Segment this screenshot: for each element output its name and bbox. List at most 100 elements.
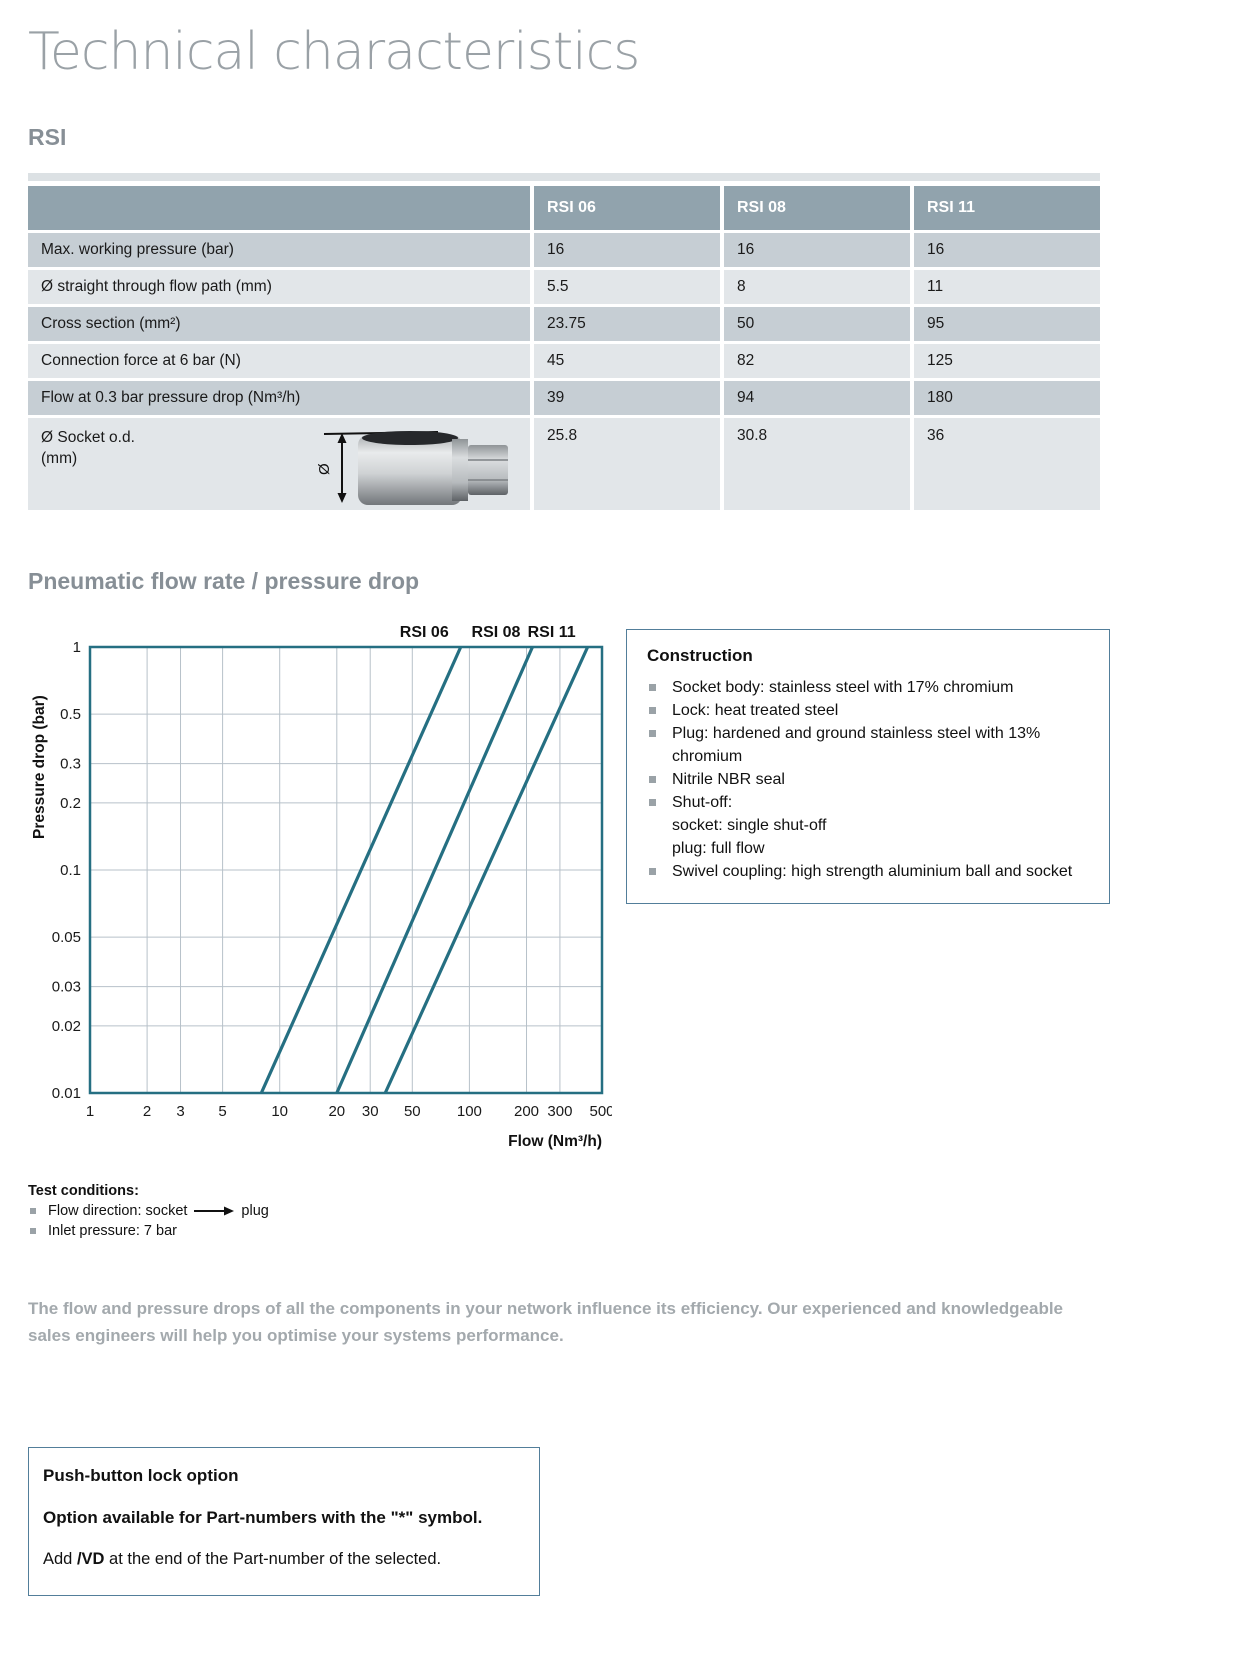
y-tick-label: 0.5 [60, 706, 81, 723]
cell-value: 5.5 [534, 270, 720, 304]
row-label: Flow at 0.3 bar pressure drop (Nm³/h) [28, 381, 530, 415]
flow-direction-target: plug [241, 1203, 269, 1219]
square-bullet-icon [649, 799, 656, 806]
x-tick-label: 1 [86, 1103, 94, 1120]
y-tick-label: 0.2 [60, 795, 81, 812]
list-item: Socket body: stainless steel with 17% ch… [647, 676, 1091, 699]
x-tick-label: 200 [514, 1103, 539, 1120]
cell-value: 45 [534, 344, 720, 378]
x-axis-title: Flow (Nm³/h) [508, 1133, 602, 1150]
list-item: Shut-off: [647, 791, 1091, 814]
test-conditions-title: Test conditions: [28, 1183, 139, 1199]
cell-value: 94 [724, 381, 910, 415]
square-bullet-icon [649, 684, 656, 691]
series-label: RSI 11 [528, 624, 576, 641]
plot-border [88, 645, 604, 1095]
series-line-rsi-11 [383, 646, 590, 1094]
series-line-rsi-08 [335, 646, 534, 1094]
spec-table: RSI 06 RSI 08 RSI 11 Max. working pressu… [28, 173, 1100, 510]
socket-photo: Ø [316, 431, 508, 505]
list-item: Plug: hardened and ground stainless stee… [647, 722, 1091, 768]
socket-figure: Ø [316, 427, 516, 507]
y-tick-label: 0.05 [52, 929, 81, 946]
list-item-text: Lock: heat treated steel [672, 702, 839, 719]
efficiency-note: The flow and pressure drops of all the c… [28, 1299, 1064, 1345]
push-box-line2: Add /VD at the end of the Part-number of… [43, 1550, 519, 1569]
x-tick-label: 5 [218, 1103, 226, 1120]
x-tick-label: 300 [547, 1103, 572, 1120]
square-bullet-icon [30, 1208, 36, 1214]
x-tick-label: 10 [271, 1103, 288, 1120]
list-item-text: Shut-off: [672, 794, 733, 811]
x-tick-label: 500 [589, 1103, 612, 1120]
construction-list: Socket body: stainless steel with 17% ch… [647, 676, 1091, 883]
cell-value: 180 [914, 381, 1100, 415]
x-tick-label: 2 [143, 1103, 151, 1120]
list-item-text: Socket body: stainless steel with 17% ch… [672, 679, 1014, 696]
cell-value: 36 [914, 418, 1100, 510]
push-box-line2-code: /VD [76, 1550, 105, 1568]
cell-value: 50 [724, 307, 910, 341]
cell-value: 16 [534, 233, 720, 267]
x-tick-label: 3 [176, 1103, 184, 1120]
y-tick-label: 0.1 [60, 862, 81, 879]
list-item: Lock: heat treated steel [647, 699, 1091, 722]
row-label: Max. working pressure (bar) [28, 233, 530, 267]
diameter-symbol: Ø [316, 463, 333, 475]
x-tick-label: 50 [404, 1103, 421, 1120]
table-header-rsi06: RSI 06 [534, 186, 720, 230]
table-header-empty [28, 186, 530, 230]
list-item: Swivel coupling: high strength aluminium… [647, 860, 1091, 883]
cell-value: 95 [914, 307, 1100, 341]
y-tick-label: 1 [73, 639, 81, 656]
list-item-text: Swivel coupling: high strength aluminium… [672, 863, 1073, 880]
cell-value: 8 [724, 270, 910, 304]
square-bullet-icon [649, 707, 656, 714]
cell-value: 39 [534, 381, 720, 415]
cell-value: 11 [914, 270, 1100, 304]
y-tick-label: 0.02 [52, 1018, 81, 1035]
list-item: plug: full flow [647, 837, 1091, 860]
row-label: Ø Socket o.d. [41, 429, 135, 446]
cell-value: 16 [724, 233, 910, 267]
cell-value: 25.8 [534, 418, 720, 510]
list-item: Flow direction: socket plug [28, 1203, 1233, 1219]
cell-value: 82 [724, 344, 910, 378]
x-tick-label: 30 [362, 1103, 379, 1120]
list-item-text: Plug: hardened and ground stainless stee… [672, 725, 1041, 765]
push-box-title: Push-button lock option [43, 1466, 239, 1485]
page-title: Technical characteristics [28, 22, 640, 82]
series-line-rsi-06 [259, 646, 463, 1094]
y-tick-label: 0.03 [52, 979, 81, 996]
list-item: Inlet pressure: 7 bar [28, 1223, 1233, 1239]
row-label: Connection force at 6 bar (N) [28, 344, 530, 378]
push-button-lock-box: Push-button lock option Option available… [28, 1447, 540, 1596]
table-header-rsi08: RSI 08 [724, 186, 910, 230]
list-item-text: socket: single shut-off [672, 817, 827, 834]
chart-heading: Pneumatic flow rate / pressure drop [28, 568, 420, 594]
coupling-body [358, 431, 508, 505]
right-arrow-icon [194, 1206, 235, 1216]
series-label: RSI 08 [472, 624, 521, 641]
row-label: Cross section (mm²) [28, 307, 530, 341]
push-box-line2-suffix: at the end of the Part-number of the sel… [104, 1550, 442, 1568]
flow-chart: 1 2 3 5 10 20 30 50 100 200 300 500 1 0.5 0.3 0.2 0.1 0.0… [31, 624, 612, 1150]
square-bullet-icon [649, 868, 656, 875]
x-tick-label: 100 [457, 1103, 482, 1120]
list-item: socket: single shut-off [647, 814, 1091, 837]
cell-value: 23.75 [534, 307, 720, 341]
product-heading: RSI [28, 124, 67, 150]
construction-box: Construction Socket body: stainless stee… [626, 629, 1110, 904]
cell-value: 30.8 [724, 418, 910, 510]
y-axis-title: Pressure drop (bar) [31, 695, 48, 839]
row-label-socket-od: Ø Socket o.d. (mm) [28, 418, 530, 510]
y-tick-label: 0.01 [52, 1085, 81, 1102]
y-tick-label: 0.3 [60, 756, 81, 773]
test-conditions: Test conditions: Flow direction: socket … [28, 1183, 1233, 1239]
row-label-unit: (mm) [41, 450, 78, 467]
x-tick-label: 20 [328, 1103, 345, 1120]
push-box-line1: Option available for Part-numbers with t… [43, 1508, 483, 1527]
list-item-text: plug: full flow [672, 840, 765, 857]
cell-value: 16 [914, 233, 1100, 267]
